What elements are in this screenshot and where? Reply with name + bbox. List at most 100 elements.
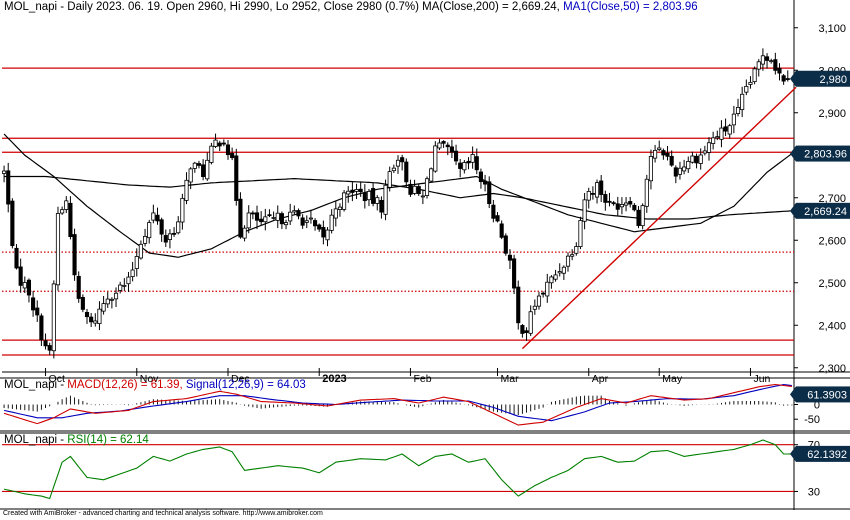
candle-body	[68, 202, 73, 238]
candle-body	[80, 297, 85, 310]
candle-body	[553, 274, 558, 280]
ma50-value-label: 2,803.96	[804, 149, 847, 161]
candle-body	[491, 204, 496, 219]
candle-body	[528, 311, 533, 334]
candle-body	[470, 154, 475, 163]
candle-body	[192, 162, 197, 169]
candle-body	[379, 200, 384, 213]
rsi-y-tick-label: 30	[808, 486, 820, 498]
candle-body	[109, 298, 114, 301]
price-y-tick-label: 2,400	[818, 320, 846, 332]
candle-body	[26, 279, 32, 296]
ma50-value-label-box	[796, 145, 850, 162]
candle-body	[375, 197, 380, 204]
price-symbol: MOL_napi	[4, 1, 58, 13]
macd-sep: -	[57, 379, 68, 391]
macd-y-tick-label: 0	[814, 400, 820, 412]
price-y-tick-label: 2,700	[818, 193, 846, 205]
candle-body	[242, 227, 247, 239]
candle-body	[748, 81, 753, 85]
macd-legend: MACD(12,26) = 61.39,	[67, 379, 183, 391]
signal-legend: Signal(12,26,9) = 64.03	[182, 379, 306, 391]
candle-body	[209, 145, 214, 163]
candle-body	[706, 142, 712, 153]
macd-value-label-pointer	[790, 386, 796, 403]
candle-body	[412, 185, 417, 194]
candle-body	[184, 179, 189, 201]
candle-body	[715, 136, 720, 139]
candle-body	[180, 197, 185, 223]
candle-body	[84, 311, 90, 318]
price-y-tick-label: 2,900	[818, 108, 846, 120]
candle-body	[267, 214, 272, 217]
candle-body	[391, 167, 396, 172]
candle-body	[313, 220, 318, 227]
ma200-value-label: 2,669.24	[804, 206, 847, 218]
candle-body	[445, 144, 450, 148]
candle-body	[702, 150, 707, 154]
candle-body	[557, 271, 562, 274]
candle-body	[499, 223, 504, 238]
price-y-tick-label: 2,500	[818, 278, 846, 290]
candle-body	[10, 200, 15, 247]
x-tick-label: Oct	[49, 373, 65, 385]
last-price-label-pointer	[790, 70, 796, 87]
candle-body	[221, 142, 226, 145]
candle-body	[574, 246, 579, 254]
candle-body	[781, 75, 786, 82]
candle-body	[279, 213, 284, 225]
candle-body	[205, 159, 210, 180]
candle-body	[640, 205, 645, 227]
candle-body	[60, 209, 65, 214]
last-price-label-box	[796, 70, 850, 87]
candle-body	[126, 276, 131, 285]
candle-body	[101, 303, 106, 312]
candle-body	[337, 206, 343, 210]
candle-body	[118, 284, 123, 291]
rsi-value-label: 62.1392	[807, 449, 847, 461]
candle-body	[130, 269, 135, 277]
candle-body	[325, 229, 330, 241]
candle-body	[653, 149, 658, 159]
candle-body	[731, 113, 736, 126]
candle-body	[516, 286, 521, 324]
rsi-value-label-pointer	[790, 445, 796, 462]
candle-body	[665, 152, 670, 157]
candle-body	[400, 157, 405, 163]
candle-body	[275, 212, 280, 221]
candle-body	[453, 150, 459, 162]
candle-body	[694, 155, 699, 164]
candle-body	[615, 203, 620, 210]
candle-body	[565, 255, 571, 267]
rsi-pane-header: MOL_napi - RSI(14) = 62.14	[4, 434, 149, 446]
candle-body	[292, 210, 297, 213]
candle-body	[462, 162, 467, 171]
candle-body	[283, 222, 289, 226]
candle-body	[590, 192, 595, 195]
candle-body	[570, 254, 575, 257]
candle-body	[383, 184, 388, 215]
x-tick-label: Apr	[592, 373, 609, 385]
candle-body	[449, 146, 454, 153]
candle-body	[172, 232, 177, 235]
candle-body	[483, 180, 488, 185]
candle-body	[371, 188, 376, 204]
candle-body	[785, 78, 790, 80]
candle-body	[113, 292, 119, 300]
candle-body	[503, 235, 508, 254]
candle-body	[541, 292, 546, 295]
x-tick-label: Jun	[753, 373, 770, 385]
price-pane: 2,3002,4002,5002,6002,7002,8002,9003,000…	[2, 0, 850, 510]
candle-body	[424, 178, 430, 196]
x-tick-label: Mar	[501, 373, 520, 385]
candle-body	[404, 161, 409, 183]
candle-body	[520, 325, 525, 334]
candle-body	[586, 190, 591, 201]
candle-body	[213, 139, 218, 147]
candle-body	[366, 191, 372, 201]
candle-body	[478, 171, 483, 183]
candle-body	[134, 256, 139, 269]
price-y-tick-label: 2,600	[818, 235, 846, 247]
candle-body	[458, 162, 463, 169]
